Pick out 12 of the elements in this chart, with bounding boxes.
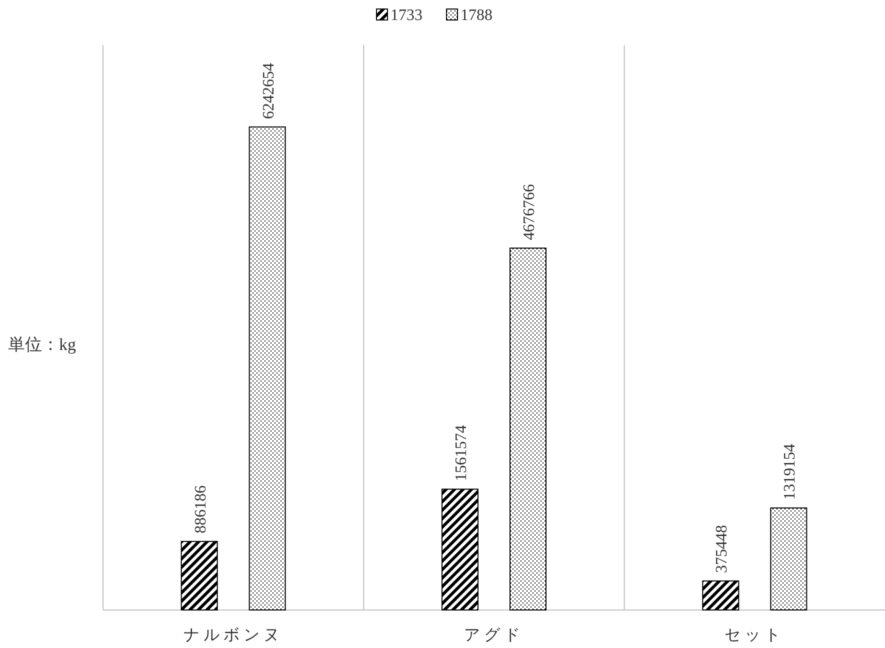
data-label: 4676766 — [521, 184, 538, 240]
legend-label: 1733 — [390, 7, 422, 24]
data-label: 886186 — [192, 485, 210, 534]
data-label: 375448 — [714, 524, 731, 573]
x-tick-label: アグド — [464, 627, 524, 644]
y-axis-title: 単位：kg — [8, 335, 76, 354]
legend-label: 1788 — [460, 7, 492, 24]
x-tick-label: ナルボンヌ — [183, 627, 284, 644]
data-label: 1561574 — [453, 425, 470, 482]
data-label: 6242654 — [260, 62, 278, 119]
x-tick-label: セット — [724, 627, 785, 644]
data-label: 1319154 — [782, 444, 799, 500]
